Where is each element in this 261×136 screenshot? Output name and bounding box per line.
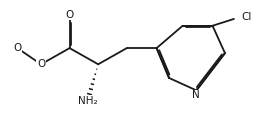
Text: O: O (37, 59, 45, 69)
Text: O: O (66, 10, 74, 20)
Text: N: N (193, 90, 200, 100)
Text: Cl: Cl (242, 12, 252, 22)
Text: NH₂: NH₂ (78, 96, 98, 106)
Text: O: O (13, 43, 21, 53)
